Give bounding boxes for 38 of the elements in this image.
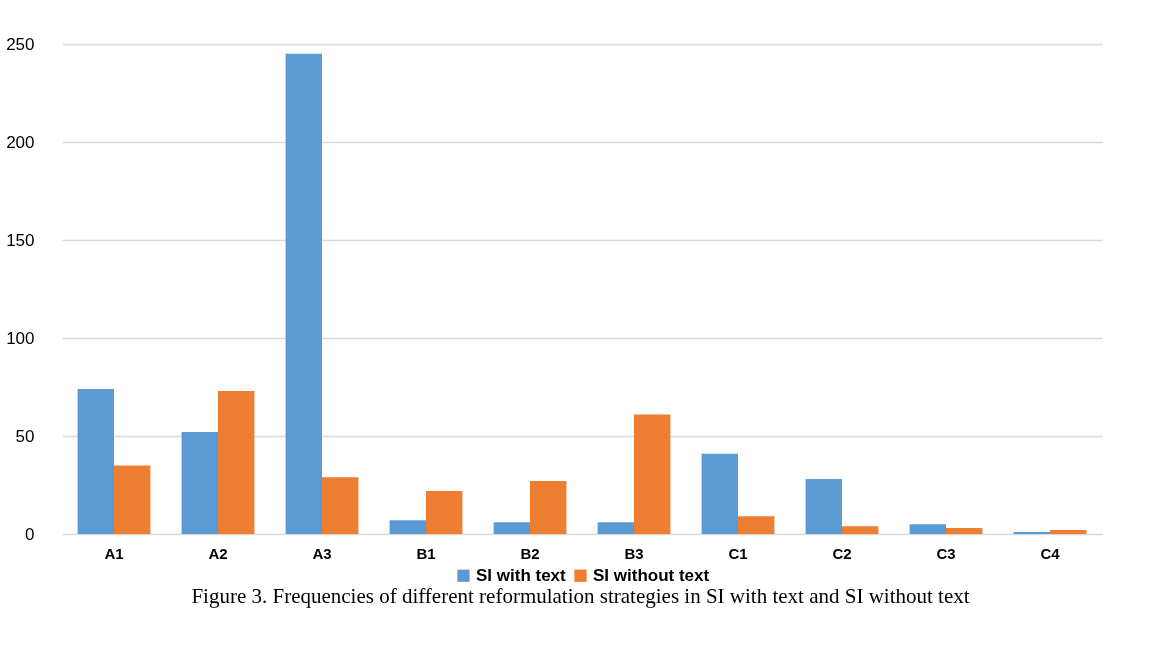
bar — [77, 388, 114, 534]
x-tick-label: C1 — [728, 544, 748, 562]
bar — [114, 465, 151, 534]
bar — [805, 479, 842, 534]
y-tick-label: 200 — [6, 132, 35, 152]
bar — [285, 53, 322, 534]
bar — [426, 490, 463, 534]
bar — [181, 432, 218, 534]
x-tick-label: A3 — [312, 544, 332, 562]
x-tick-label: C3 — [936, 544, 956, 562]
bar — [701, 453, 738, 534]
x-tick-label: B2 — [520, 544, 540, 562]
caption: Figure 3. Frequencies of different reformulation strategies in SI with text and SI without text — [190, 584, 971, 609]
bar — [218, 390, 255, 534]
y-tick-label: 100 — [6, 328, 35, 348]
bar — [842, 526, 879, 534]
y-tick-label: 0 — [25, 524, 35, 544]
bar — [738, 516, 775, 534]
x-tick-label: A1 — [104, 544, 124, 562]
y-tick-label: 50 — [15, 426, 35, 446]
bar — [389, 520, 426, 534]
bar — [493, 522, 530, 534]
y-tick-label: 250 — [6, 34, 35, 54]
x-tick-label: C4 — [1040, 544, 1061, 562]
legend-label: SI without text — [593, 565, 710, 585]
legend-label: SI with text — [476, 565, 567, 585]
bar — [634, 414, 671, 534]
x-tick-label: B1 — [416, 544, 436, 562]
bar — [530, 481, 567, 534]
bar — [1050, 530, 1087, 534]
x-tick-label: A2 — [208, 544, 228, 562]
x-tick-label: C2 — [832, 544, 852, 562]
bar — [597, 522, 634, 534]
x-tick-label: B3 — [624, 544, 644, 562]
bar — [322, 477, 359, 534]
bar — [909, 524, 946, 534]
y-tick-label: 150 — [6, 230, 35, 250]
bar — [946, 528, 983, 534]
